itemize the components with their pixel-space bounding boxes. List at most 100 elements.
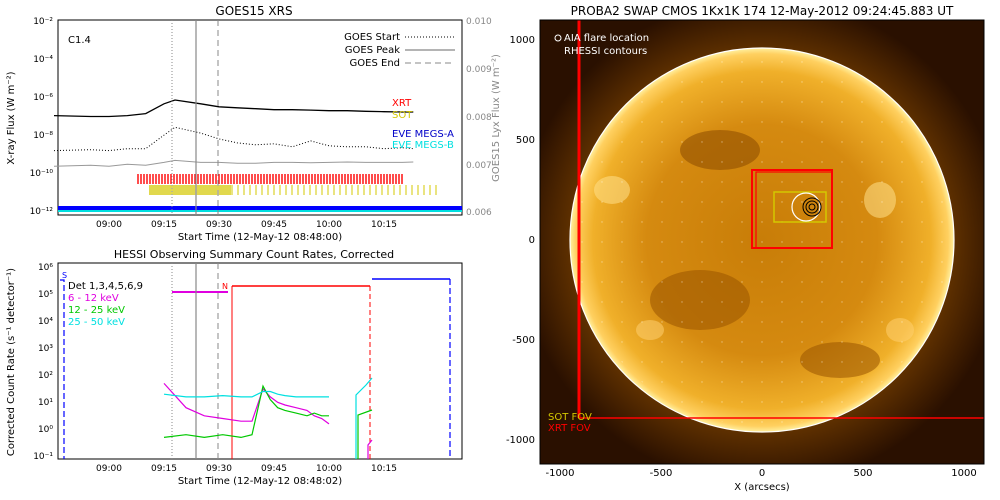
hessi-attenuator-left	[60, 279, 65, 459]
goes-panel: GOES15 XRS C1.4 GOES Start GOES Peak GOE…	[6, 4, 502, 243]
goes-ylabel-right: GOES15 Lyx Flux (W m⁻²)	[491, 54, 502, 182]
hessi-flag-s: S	[62, 271, 67, 280]
fov-label-xrt: XRT FOV	[548, 423, 591, 434]
goes-ytick-right: 0.008	[466, 113, 492, 123]
hessi-series-line	[163, 382, 330, 425]
aia-legend-icon	[554, 34, 562, 42]
hessi-ytick: 10⁵	[38, 290, 53, 300]
swap-ytick: 500	[516, 135, 535, 146]
eve-b-coverage-band	[58, 210, 462, 212]
aia-flare-location	[791, 192, 821, 222]
sun-limb	[569, 47, 955, 433]
goes-ytick: 10⁻²	[33, 17, 53, 27]
sun-grid-dots	[576, 54, 948, 426]
hessi-plot-frame	[57, 262, 463, 460]
goes-x-axis: 09:00 09:15 09:30 09:45 10:00 10:15	[96, 220, 397, 230]
goes-legend-end: GOES End	[350, 58, 400, 69]
sot-fov-box	[773, 191, 827, 223]
instrument-label-eve-b: EVE MEGS-B	[392, 140, 454, 151]
goes-ytick: 10⁻⁸	[33, 131, 53, 141]
hessi-legend-12-25: 12 - 25 keV	[68, 305, 125, 316]
goes-ytick-right: 0.007	[466, 161, 492, 171]
goes-xlabel: Start Time (12-May-12 08:48:00)	[178, 232, 342, 243]
goes-series-line	[53, 126, 414, 152]
hessi-xtick: 10:15	[371, 464, 397, 474]
hessi-ytick: 10⁶	[38, 263, 53, 273]
swap-title: PROBA2 SWAP CMOS 1Kx1K 174 12-May-2012 0…	[571, 4, 954, 18]
rhessi-contour	[805, 200, 819, 214]
swap-x-axis: -1000 -500 0 500 1000	[545, 468, 976, 479]
goes-ylabel: X-ray Flux (W m⁻²)	[6, 71, 17, 164]
goes-legend-start: GOES Start	[344, 32, 400, 43]
hessi-xtick: 09:30	[206, 464, 232, 474]
hessi-post-night-cyan	[355, 377, 373, 459]
goes-ytick: 10⁻⁴	[33, 55, 53, 65]
hessi-series	[163, 382, 330, 439]
hessi-ytick: 10⁰	[38, 425, 53, 435]
goes-ytick: 10⁻¹²	[30, 207, 54, 217]
hessi-panel: HESSI Observing Summary Count Rates, Cor…	[6, 248, 463, 487]
rhessi-contours	[802, 197, 822, 217]
swap-panel: PROBA2 SWAP CMOS 1Kx1K 174 12-May-2012 0…	[506, 4, 985, 493]
swap-xtick: 500	[853, 468, 872, 479]
swap-xtick: -500	[650, 468, 673, 479]
hessi-title: HESSI Observing Summary Count Rates, Cor…	[114, 248, 394, 261]
goes-series	[53, 99, 414, 167]
swap-xlabel: X (arcsecs)	[734, 482, 790, 493]
goes-xtick: 10:00	[316, 220, 342, 230]
hessi-legend-6-12: 6 - 12 keV	[68, 293, 119, 304]
goes-xtick: 09:45	[261, 220, 287, 230]
hessi-xtick: 10:00	[316, 464, 342, 474]
hessi-xtick: 09:00	[96, 464, 122, 474]
goes-coverage-bars	[137, 174, 437, 195]
hessi-legend: Det 1,3,4,5,6,9 6 - 12 keV 12 - 25 keV 2…	[68, 281, 143, 328]
rhessi-contour	[808, 203, 816, 211]
hessi-ytick: 10³	[38, 344, 53, 354]
hessi-legend-25-50: 25 - 50 keV	[68, 317, 125, 328]
goes-xtick: 09:30	[206, 220, 232, 230]
goes-xtick: 09:15	[151, 220, 177, 230]
swap-xtick: -1000	[545, 468, 574, 479]
hessi-xlabel: Start Time (12-May-12 08:48:02)	[178, 476, 342, 487]
swap-ytick: 0	[529, 235, 535, 246]
xrt-fov-box-alt	[755, 171, 833, 249]
goes-y-axis-right: 0.010 0.009 0.008 0.007 0.006	[466, 17, 492, 218]
goes-ytick: 10⁻¹⁰	[30, 169, 54, 179]
hessi-series-line	[163, 390, 329, 398]
hessi-x-axis: 09:00 09:15 09:30 09:45 10:00 10:15	[96, 464, 397, 474]
goes-ytick-right: 0.006	[466, 208, 492, 218]
swap-legend-rhessi: RHESSI contours	[564, 46, 647, 57]
goes-series-line	[53, 159, 414, 167]
swap-ytick: -500	[512, 335, 535, 346]
swap-ytick: 1000	[510, 35, 535, 46]
hessi-y-axis: 10⁶ 10⁵ 10⁴ 10³ 10² 10¹ 10⁰ 10⁻¹	[33, 263, 53, 462]
hessi-ytick: 10⁻¹	[33, 452, 53, 462]
hessi-ytick: 10⁴	[38, 317, 53, 327]
fov-label-sot: SOT FOV	[548, 412, 592, 423]
swap-xtick: 1000	[951, 468, 976, 479]
swap-legend-aia: AIA flare location	[564, 33, 649, 44]
hessi-ytick: 10²	[38, 371, 53, 381]
hessi-post-night-magenta	[367, 439, 373, 459]
hessi-post-night-green	[357, 409, 373, 459]
goes-ytick-right: 0.010	[466, 17, 492, 27]
goes-legend-peak: GOES Peak	[345, 45, 400, 56]
swap-y-axis: 1000 500 0 -500 -1000	[506, 35, 535, 446]
hessi-xtick: 09:45	[261, 464, 287, 474]
goes-series-line	[53, 99, 414, 118]
swap-xtick: 0	[759, 468, 765, 479]
swap-legend: AIA flare location RHESSI contours	[554, 33, 649, 57]
goes-y-axis: 10⁻² 10⁻⁴ 10⁻⁶ 10⁻⁸ 10⁻¹⁰ 10⁻¹²	[30, 17, 54, 217]
goes-legend: GOES Start GOES Peak GOES End	[344, 32, 455, 69]
goes-plot-frame	[57, 19, 463, 216]
goes-ytick: 10⁻⁶	[33, 93, 53, 103]
rhessi-contour	[802, 197, 822, 217]
hessi-ytick: 10¹	[38, 398, 53, 408]
hessi-xtick: 09:15	[151, 464, 177, 474]
hessi-flag-n: N	[222, 282, 228, 291]
goes-xtick: 10:15	[371, 220, 397, 230]
hessi-ylabel: Corrected Count Rate (s⁻¹ detector⁻¹)	[6, 268, 17, 456]
swap-ytick: -1000	[506, 435, 535, 446]
hessi-legend-det: Det 1,3,4,5,6,9	[68, 281, 143, 292]
